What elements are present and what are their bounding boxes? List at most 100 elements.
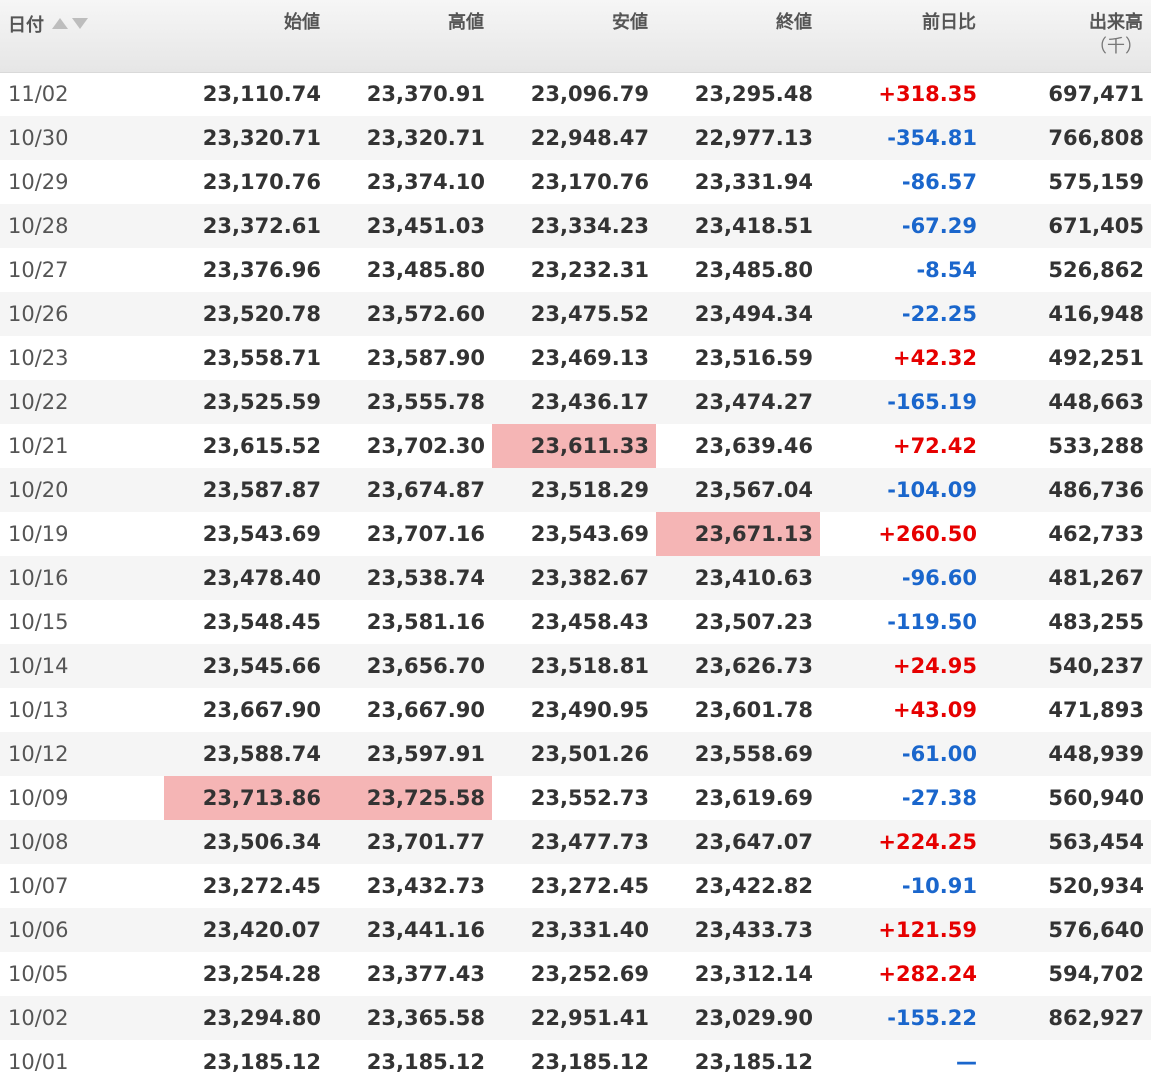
volume-unit-label: （千） <box>1089 36 1143 57</box>
low-cell: 23,436.17 <box>492 380 656 424</box>
close-cell: 23,422.82 <box>694 874 813 898</box>
open-cell: 23,558.71 <box>202 346 321 370</box>
volume-cell: 520,934 <box>1048 874 1144 898</box>
date-cell: 10/14 <box>0 644 164 688</box>
date-cell: 10/16 <box>0 556 164 600</box>
date-cell: 10/15 <box>8 610 69 634</box>
close-cell: 23,312.14 <box>694 962 813 986</box>
high-cell: 23,365.58 <box>328 996 492 1040</box>
volume-cell: 448,939 <box>984 732 1151 776</box>
change-cell: +282.24 <box>878 962 977 986</box>
open-cell: 23,272.45 <box>202 874 321 898</box>
low-cell: 23,477.73 <box>492 820 656 864</box>
change-cell: -86.57 <box>901 170 977 194</box>
close-column-header: 終値 <box>656 0 820 73</box>
table-row: 10/21 23,615.52 23,702.30 23,611.33 23,639.4… <box>0 424 1151 468</box>
close-cell: 23,619.69 <box>694 786 813 810</box>
open-cell: 23,376.96 <box>202 258 321 282</box>
low-cell: 23,543.69 <box>530 522 649 546</box>
low-cell: 23,458.43 <box>530 610 649 634</box>
table-row: 10/13 23,667.90 23,667.90 23,490.95 23,601.7… <box>0 688 1151 732</box>
close-cell: 23,295.48 <box>694 82 813 107</box>
volume-cell <box>984 1040 1151 1084</box>
volume-cell: 862,927 <box>984 996 1151 1040</box>
table-row: 10/19 23,543.69 23,707.16 23,543.69 23,671.1… <box>0 512 1151 556</box>
high-cell: 23,587.90 <box>366 346 485 370</box>
close-cell: 23,601.78 <box>694 698 813 722</box>
date-column-header[interactable]: 日付 <box>0 0 164 73</box>
open-cell: 23,543.69 <box>202 522 321 546</box>
low-cell: 23,518.29 <box>492 468 656 512</box>
change-cell: -104.09 <box>820 468 984 512</box>
low-cell: 23,475.52 <box>492 292 656 336</box>
open-cell: 23,478.40 <box>164 556 328 600</box>
high-cell: 23,185.12 <box>366 1050 485 1074</box>
low-cell: 23,185.12 <box>530 1050 649 1074</box>
change-cell: — <box>956 1050 977 1074</box>
high-cell: 23,597.91 <box>328 732 492 776</box>
sort-controls[interactable] <box>52 18 92 42</box>
volume-cell: 481,267 <box>984 556 1151 600</box>
change-cell: -67.29 <box>820 204 984 248</box>
date-cell: 10/01 <box>8 1050 69 1074</box>
date-cell: 10/08 <box>0 820 164 864</box>
close-cell: 23,433.73 <box>656 908 820 952</box>
high-cell: 23,320.71 <box>328 116 492 160</box>
volume-cell: 492,251 <box>1048 346 1144 370</box>
change-cell: +260.50 <box>878 522 977 546</box>
low-cell: 22,948.47 <box>492 116 656 160</box>
date-cell: 10/20 <box>0 468 164 512</box>
close-cell: 23,626.73 <box>656 644 820 688</box>
open-cell: 23,615.52 <box>202 434 321 458</box>
date-cell: 10/28 <box>0 204 164 248</box>
close-cell: 23,516.59 <box>694 346 813 370</box>
close-cell: 23,647.07 <box>656 820 820 864</box>
volume-cell: 462,733 <box>1048 522 1144 546</box>
table-row: 10/01 23,185.12 23,185.12 23,185.12 23,185.1… <box>0 1040 1151 1084</box>
high-column-header: 高値 <box>328 0 492 73</box>
date-cell: 10/02 <box>0 996 164 1040</box>
open-cell: 23,545.66 <box>164 644 328 688</box>
open-cell: 23,110.74 <box>202 82 321 107</box>
date-cell: 10/21 <box>8 434 69 458</box>
date-cell: 11/02 <box>8 82 69 107</box>
date-cell: 10/26 <box>0 292 164 336</box>
low-cell: 23,490.95 <box>530 698 649 722</box>
low-cell: 23,334.23 <box>492 204 656 248</box>
high-cell: 23,572.60 <box>328 292 492 336</box>
open-cell: 23,254.28 <box>202 962 321 986</box>
open-cell: 23,170.76 <box>202 170 321 194</box>
volume-cell: 416,948 <box>984 292 1151 336</box>
table-row: 10/14 23,545.66 23,656.70 23,518.81 23,626.7… <box>0 644 1151 688</box>
change-cell: +72.42 <box>892 434 977 458</box>
date-cell: 10/30 <box>0 116 164 160</box>
open-cell: 23,372.61 <box>164 204 328 248</box>
close-cell: 23,639.46 <box>694 434 813 458</box>
close-cell: 23,418.51 <box>656 204 820 248</box>
open-cell: 23,506.34 <box>164 820 328 864</box>
date-header-label: 日付 <box>8 15 44 36</box>
high-cell: 23,674.87 <box>328 468 492 512</box>
table-row: 10/26 23,520.78 23,572.60 23,475.52 23,494.3… <box>0 292 1151 336</box>
sort-up-icon[interactable] <box>52 18 68 29</box>
high-cell: 23,432.73 <box>366 874 485 898</box>
high-cell: 23,707.16 <box>366 522 485 546</box>
close-cell: 23,185.12 <box>694 1050 813 1074</box>
change-cell: +318.35 <box>878 82 977 107</box>
sort-down-icon[interactable] <box>72 18 88 29</box>
volume-cell: 576,640 <box>984 908 1151 952</box>
table-header: 日付 始値 高値 安値 終値 前日比 出来高 （千） <box>0 0 1151 73</box>
table-row: 10/20 23,587.87 23,674.87 23,518.29 23,567.0… <box>0 468 1151 512</box>
date-cell: 10/13 <box>8 698 69 722</box>
table-row: 10/12 23,588.74 23,597.91 23,501.26 23,558.6… <box>0 732 1151 776</box>
date-cell: 10/19 <box>8 522 69 546</box>
volume-cell: 697,471 <box>1048 82 1144 107</box>
low-cell: 23,518.81 <box>492 644 656 688</box>
open-column-header: 始値 <box>164 0 328 73</box>
table-body: 11/02 23,110.74 23,370.91 23,096.79 23,295.4… <box>0 72 1151 1084</box>
high-cell: 23,441.16 <box>328 908 492 952</box>
volume-cell: 563,454 <box>984 820 1151 864</box>
change-cell: +42.32 <box>892 346 977 370</box>
change-cell: -155.22 <box>820 996 984 1040</box>
